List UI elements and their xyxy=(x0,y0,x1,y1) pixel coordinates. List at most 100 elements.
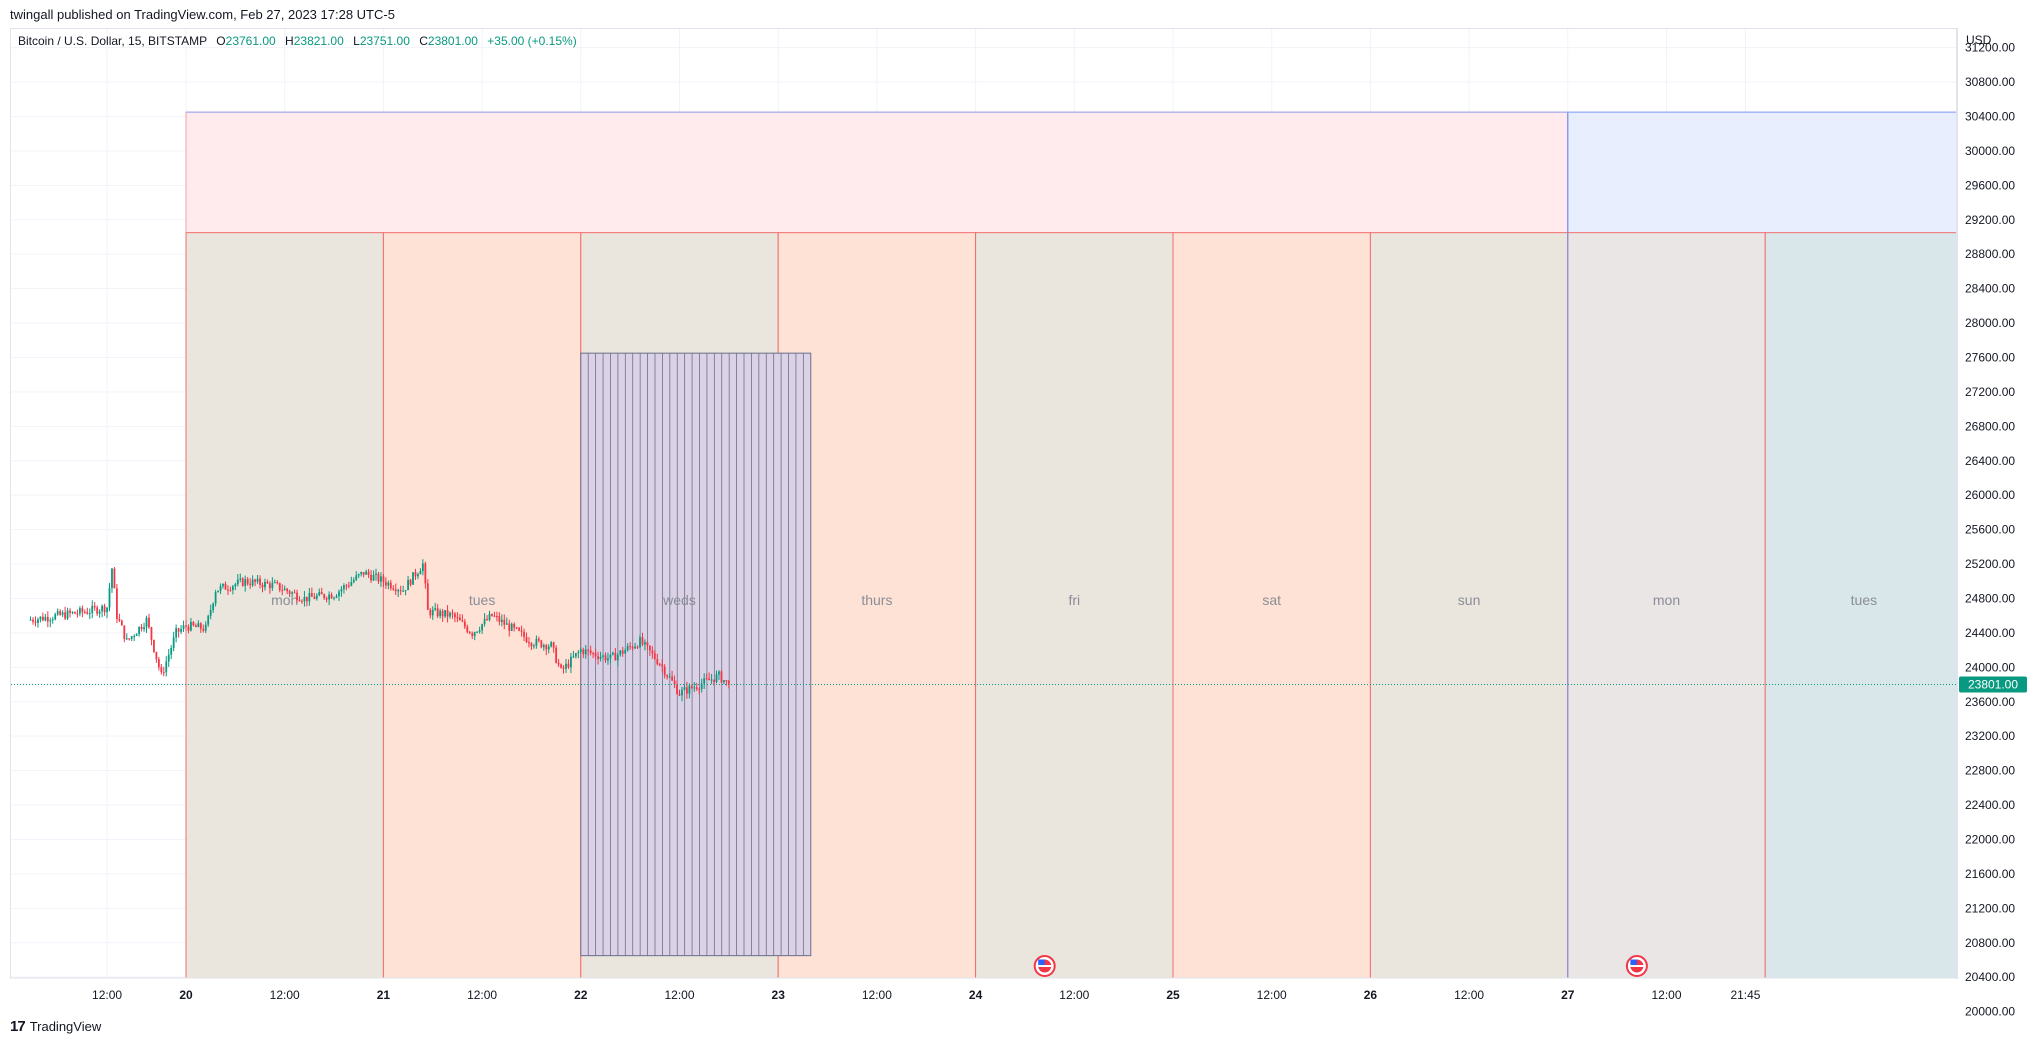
candle-body xyxy=(209,610,212,616)
candle-body xyxy=(481,624,483,631)
candle-body xyxy=(705,678,708,680)
candle-body xyxy=(71,612,74,614)
candle-body xyxy=(32,619,34,622)
y-tick-label: 21600.00 xyxy=(1965,867,2015,881)
candle-body xyxy=(466,626,469,632)
y-tick-label: 24400.00 xyxy=(1965,626,2015,640)
day-box-sat xyxy=(1172,232,1371,978)
x-tick-label: 20 xyxy=(179,988,193,1002)
candle-body xyxy=(454,613,456,618)
candle-body xyxy=(118,618,121,621)
candle-body xyxy=(407,579,409,591)
candle-body xyxy=(715,674,718,683)
candle-body xyxy=(631,646,634,649)
low-label: L xyxy=(353,34,360,48)
candle-body xyxy=(197,623,200,628)
candle-body xyxy=(175,628,178,638)
candle-body xyxy=(78,608,81,614)
candle-body xyxy=(81,608,84,613)
candle-body xyxy=(190,622,192,631)
candle-body xyxy=(185,625,187,627)
candle-body xyxy=(318,592,321,596)
candle-body xyxy=(486,618,488,620)
candle-body xyxy=(525,636,528,643)
candle-body xyxy=(439,610,442,617)
candle-body xyxy=(584,649,587,655)
candle-body xyxy=(426,583,429,610)
candle-body xyxy=(478,630,481,632)
candle-body xyxy=(678,693,681,696)
candle-body xyxy=(160,667,163,673)
day-box-mon xyxy=(1567,232,1766,978)
candle-body xyxy=(343,585,345,590)
y-tick-label: 30800.00 xyxy=(1965,75,2015,89)
plot-layer: mon tues weds thurs fri sat sun mon tues xyxy=(11,29,1956,978)
candle-body xyxy=(431,609,434,616)
candle-body xyxy=(656,659,659,665)
candle-body xyxy=(557,662,560,665)
candle-body xyxy=(120,620,123,626)
candle-body xyxy=(256,578,259,582)
x-tick-label: 27 xyxy=(1561,988,1575,1002)
candle-body xyxy=(690,685,693,689)
y-tick-label: 20000.00 xyxy=(1965,1005,2015,1019)
candle-body xyxy=(639,637,641,648)
candle-body xyxy=(375,573,377,576)
y-tick-label: 20400.00 xyxy=(1965,970,2015,984)
candle-body xyxy=(523,631,525,637)
candle-body xyxy=(658,664,661,666)
candle-body xyxy=(594,653,597,657)
candle-body xyxy=(207,615,210,625)
footer-brand[interactable]: 17 TradingView xyxy=(10,1018,101,1035)
candle-body xyxy=(668,676,671,678)
candle-body xyxy=(676,684,678,694)
y-tick-label: 22800.00 xyxy=(1965,764,2015,778)
candle-body xyxy=(666,675,669,677)
candle-body xyxy=(192,622,195,626)
candle-body xyxy=(308,593,311,602)
candle-body xyxy=(458,617,461,621)
candle-body xyxy=(66,610,69,619)
candle-body xyxy=(244,579,247,586)
day-label-mon: mon xyxy=(271,592,298,608)
candle-body xyxy=(360,572,363,575)
candle-body xyxy=(69,610,71,613)
candle-body xyxy=(202,628,205,631)
candle-body xyxy=(681,689,683,696)
open-value: 23761.00 xyxy=(225,34,276,48)
x-tick-label: 12:00 xyxy=(1059,988,1089,1002)
candle-body xyxy=(350,581,353,586)
candle-body xyxy=(471,633,474,637)
candle-body xyxy=(641,637,644,645)
economic-event-icon xyxy=(1625,955,1648,977)
candle-body xyxy=(249,583,252,586)
candle-body xyxy=(140,626,143,630)
candle-body xyxy=(241,578,244,586)
candle-body xyxy=(138,626,141,635)
candle-body xyxy=(607,658,609,661)
candle-body xyxy=(380,576,382,582)
candle-body xyxy=(56,611,59,615)
candle-body xyxy=(545,645,548,650)
y-tick-label: 26800.00 xyxy=(1965,419,2015,433)
y-tick-label: 28000.00 xyxy=(1965,316,2015,330)
candle-body xyxy=(574,653,577,657)
candle-body xyxy=(621,650,624,654)
chart-pane[interactable] xyxy=(10,28,1957,979)
candle-body xyxy=(96,607,99,614)
y-tick-label: 30000.00 xyxy=(1965,144,2015,158)
candle-body xyxy=(54,614,57,620)
candle-body xyxy=(125,638,128,640)
candle-body xyxy=(535,638,538,646)
candle-body xyxy=(229,589,232,591)
candle-body xyxy=(703,678,706,684)
candle-body xyxy=(636,646,639,648)
candle-body xyxy=(365,571,368,575)
candle-body xyxy=(377,573,380,582)
candle-body xyxy=(150,627,153,640)
candle-body xyxy=(653,653,656,660)
candle-body xyxy=(540,640,543,648)
candle-body xyxy=(313,596,316,599)
day-box-tues xyxy=(382,232,582,978)
symbol-title[interactable]: Bitcoin / U.S. Dollar, 15, BITSTAMP xyxy=(18,34,207,48)
